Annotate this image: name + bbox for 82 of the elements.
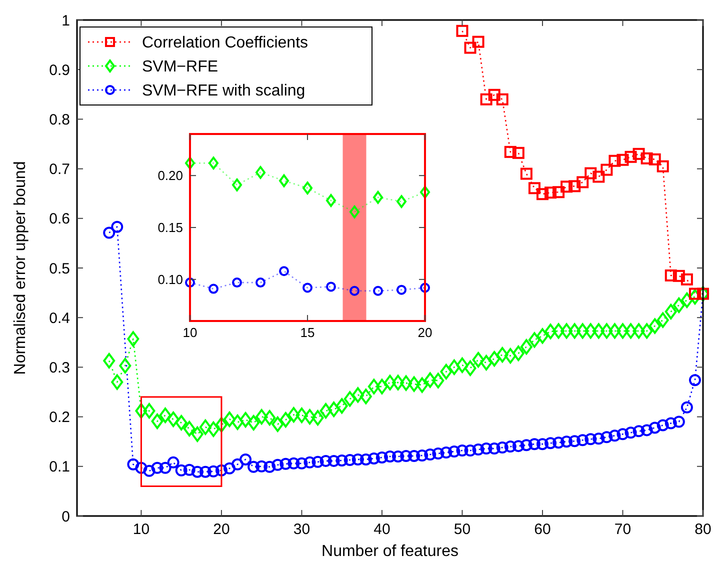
point — [302, 282, 312, 293]
y-tick-label: 0.7 — [49, 161, 70, 178]
point — [472, 36, 484, 48]
point — [232, 278, 242, 288]
point — [560, 180, 573, 193]
point — [326, 282, 336, 292]
x-tick-label: 40 — [374, 521, 390, 538]
point — [616, 154, 629, 166]
x-tick-label: 20 — [418, 325, 432, 340]
y-tick-label: 0.5 — [49, 260, 70, 278]
point — [536, 188, 548, 200]
point — [600, 164, 613, 176]
point — [608, 154, 621, 167]
x-tick-label: 60 — [534, 521, 551, 538]
point — [350, 206, 360, 218]
point — [256, 166, 266, 179]
point — [496, 93, 508, 106]
legend-label: SVM−RFE — [142, 58, 218, 76]
legend-label: SVM−RFE with scaling — [142, 82, 306, 100]
y-tick-label: 0 — [62, 508, 70, 526]
x-tick-label: 70 — [614, 521, 632, 538]
point — [640, 152, 653, 164]
point — [648, 153, 661, 166]
y-tick-label: 0.10 — [158, 272, 183, 287]
point — [520, 168, 532, 180]
point — [584, 167, 597, 180]
y-tick-label: 0.6 — [49, 210, 70, 228]
point — [680, 273, 693, 286]
y-tick-label: 0.15 — [158, 220, 183, 236]
x-tick-label: 80 — [694, 521, 712, 538]
point — [256, 278, 266, 288]
point — [624, 150, 637, 163]
point — [420, 282, 430, 293]
point — [185, 156, 195, 170]
point — [656, 160, 669, 172]
point — [512, 146, 524, 159]
point — [592, 170, 605, 183]
x-tick-label: 50 — [454, 521, 471, 538]
point — [480, 93, 492, 106]
point — [688, 288, 701, 300]
point — [552, 186, 565, 198]
y-tick-label: 1 — [62, 12, 70, 30]
y-tick-label: 0.8 — [49, 111, 70, 128]
y-axis-title: Normalised error upper bound — [12, 161, 29, 375]
y-tick-label: 0.9 — [49, 62, 70, 79]
point — [232, 178, 242, 192]
y-tick-label: 0.2 — [49, 409, 70, 426]
point — [185, 278, 195, 288]
x-tick-label: 10 — [182, 325, 198, 340]
point — [279, 174, 289, 188]
point — [464, 42, 476, 54]
y-tick-label: 0.4 — [49, 310, 70, 327]
point — [350, 286, 360, 296]
x-axis-title: Number of features — [322, 543, 458, 560]
point — [456, 24, 468, 37]
point — [208, 156, 218, 170]
x-tick-label: 10 — [132, 521, 150, 538]
legend-label: Correlation Coefficients — [142, 34, 308, 52]
point — [664, 269, 677, 282]
point — [373, 190, 383, 204]
point — [396, 195, 406, 208]
x-tick-label: 30 — [293, 521, 310, 538]
x-tick-label: 20 — [213, 521, 230, 538]
point — [326, 194, 336, 207]
point — [208, 284, 218, 294]
point — [544, 186, 557, 199]
point — [420, 186, 430, 199]
y-tick-label: 0.1 — [49, 458, 70, 476]
y-tick-label: 0.3 — [49, 359, 70, 376]
point — [396, 284, 406, 295]
x-tick-label: 15 — [300, 325, 315, 340]
point — [373, 286, 383, 296]
point — [528, 182, 540, 194]
point — [672, 270, 685, 282]
point — [488, 88, 500, 101]
point — [302, 182, 312, 194]
point — [576, 176, 589, 188]
y-tick-label: 0.20 — [158, 168, 183, 184]
point — [504, 146, 516, 158]
point — [632, 148, 645, 160]
point — [279, 266, 289, 276]
point — [568, 180, 581, 192]
